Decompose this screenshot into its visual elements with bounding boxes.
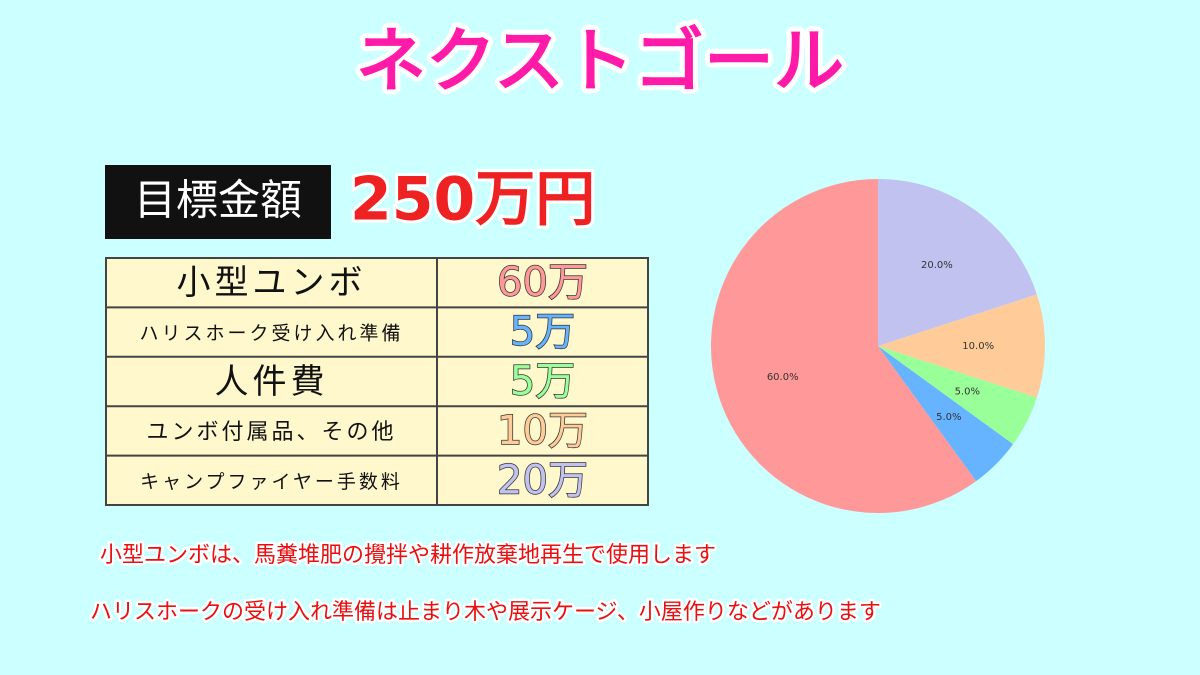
pie-label: 60.0% (767, 372, 799, 383)
item-amount: 5万 (510, 359, 575, 405)
item-name: ユンボ付属品、その他 (146, 420, 396, 445)
pie-slice (878, 179, 1037, 346)
goal-label: 目標金額 (134, 176, 302, 225)
item-amount: 60万 (497, 260, 588, 306)
item-amount: 5万 (510, 309, 575, 355)
item-name: 人件費 (215, 362, 329, 402)
item-name: ハリスホーク受け入れ準備 (139, 323, 403, 345)
note: ハリスホークの受け入れ準備は止まり木や展示ケージ、小屋作りなどがあります (90, 600, 881, 625)
pie-label: 5.0% (955, 386, 980, 397)
pie-slice (878, 346, 1014, 482)
pie-slice (878, 294, 1045, 398)
title: ネクストゴール (356, 20, 844, 102)
table-bg (105, 257, 649, 506)
item-name: キャンプファイヤー手数料 (140, 471, 403, 493)
pie-chart: 60.0% 5.0% 5.0% 10.0% 20.0% (711, 179, 1045, 513)
item-amount: 10万 (497, 408, 588, 454)
pie-slice (711, 179, 977, 513)
item-name: 小型ユンボ (177, 263, 367, 303)
item-amount: 20万 (497, 457, 588, 503)
pie-label: 20.0% (921, 260, 953, 271)
note: 小型ユンボは、馬糞堆肥の攪拌や耕作放棄地再生で使用します (100, 543, 716, 568)
pie-label: 10.0% (962, 341, 994, 352)
pie-slice (878, 346, 1037, 445)
pie-label: 5.0% (936, 412, 961, 423)
goal-amount: 250万円 (350, 165, 595, 235)
goal-badge (105, 165, 331, 239)
